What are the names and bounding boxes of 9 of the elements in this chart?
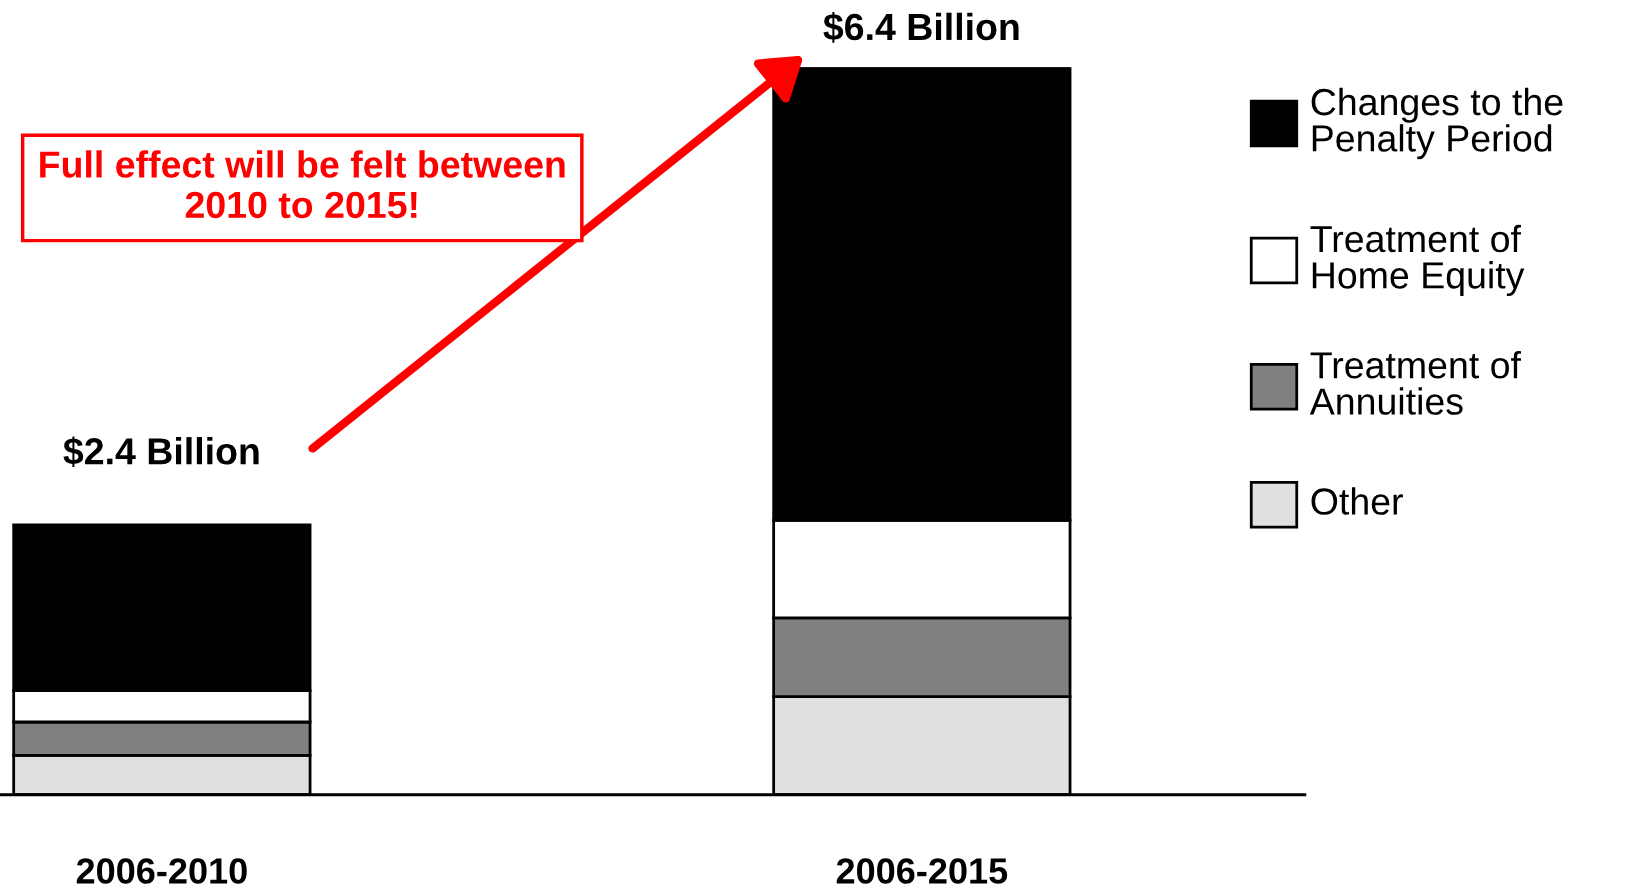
legend-label: Other	[1311, 487, 1403, 515]
legend-label: Treatment of Home Equity	[1310, 224, 1525, 297]
annotation: $6.4 Billion	[823, 12, 1019, 43]
legend-label: Changes to the Penalty Period	[1311, 87, 1563, 160]
legend-label: Treatment of Annuities	[1309, 351, 1521, 415]
x-tick-label: 2006-2010	[76, 858, 247, 884]
annotation: Full effect will be felt between 2010 to 2015!	[40, 150, 565, 219]
annotation: $2.4 Billion	[63, 436, 259, 468]
x-tick-label: 2006-2015	[836, 858, 1008, 884]
